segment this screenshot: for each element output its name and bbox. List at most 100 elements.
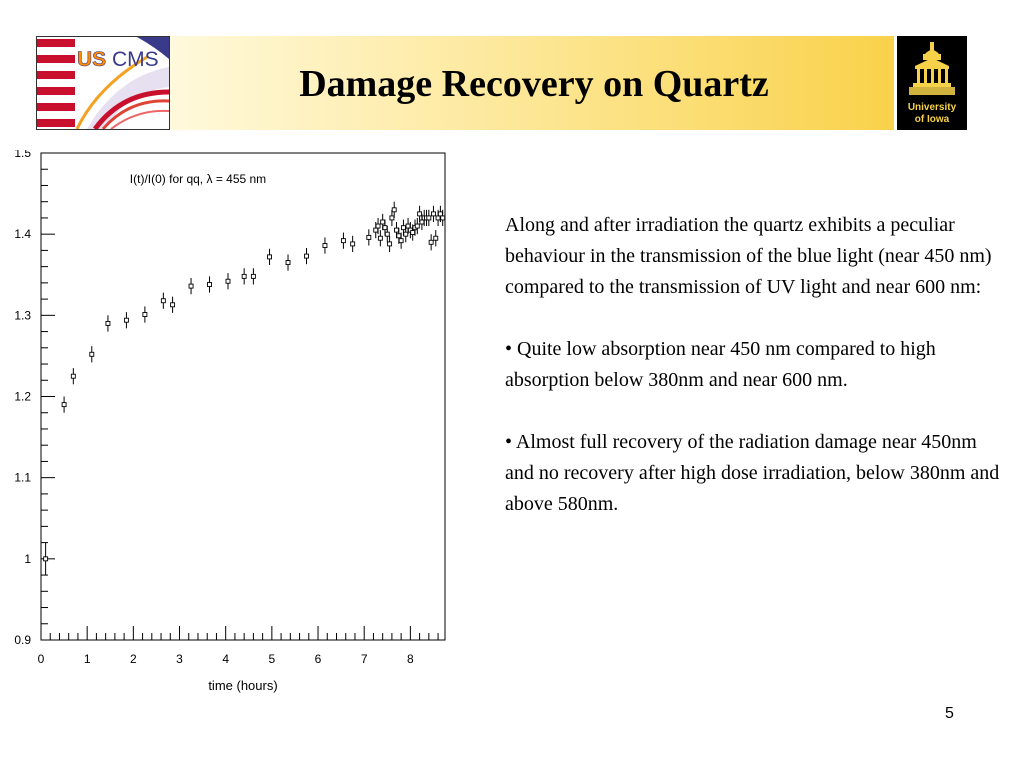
data-marker [435, 215, 441, 221]
data-point [304, 247, 309, 265]
data-point [207, 276, 212, 293]
y-tick-label: 1.3 [14, 308, 31, 322]
data-marker [207, 282, 212, 287]
data-marker [387, 241, 393, 247]
data-marker [419, 219, 425, 225]
data-marker [61, 402, 67, 408]
data-marker [188, 283, 194, 289]
data-point [250, 268, 256, 285]
data-marker [160, 298, 166, 304]
chart-svg: I(t)/I(0) for qq, λ = 455 nm time (hours… [14, 146, 446, 693]
data-marker [241, 273, 247, 279]
data-marker [43, 556, 49, 562]
data-point [89, 346, 95, 363]
data-point [391, 201, 397, 218]
data-point [267, 248, 272, 266]
data-marker [250, 273, 256, 279]
data-marker [142, 312, 148, 317]
data-point [123, 312, 129, 329]
uscms-logo-graphic: US CMS [37, 37, 169, 129]
y-tick-label: 0.9 [14, 633, 31, 647]
data-marker [70, 373, 76, 379]
x-tick-label: 7 [361, 652, 368, 666]
data-marker [426, 215, 432, 221]
data-point [170, 296, 176, 313]
bullet-recovery: • Almost full recovery of the radiation … [505, 431, 1000, 515]
data-marker [417, 211, 423, 217]
x-tick-label: 6 [315, 652, 322, 666]
data-marker [89, 351, 95, 357]
header-band [36, 36, 894, 130]
data-marker [403, 231, 409, 237]
data-marker [170, 302, 176, 308]
data-marker [350, 241, 356, 247]
university-of-iowa-logo: University of Iowa [897, 36, 967, 130]
bullet-absorption: • Quite low absorption near 450 nm compa… [505, 338, 936, 391]
data-marker [366, 234, 372, 240]
data-marker [428, 239, 434, 245]
data-point [160, 292, 166, 309]
x-tick-label: 1 [84, 652, 91, 666]
data-marker [389, 215, 395, 221]
x-tick-label: 3 [176, 652, 183, 666]
data-marker [384, 231, 390, 237]
data-point [61, 396, 67, 413]
old-capitol-icon: University of Iowa [897, 36, 967, 130]
svg-text:CMS: CMS [112, 48, 159, 71]
uscms-logo: US CMS [36, 36, 170, 130]
data-point [322, 237, 328, 254]
y-tick-label: 1 [24, 552, 31, 566]
data-point [398, 232, 404, 249]
data-marker [394, 227, 399, 233]
x-tick-label: 5 [269, 652, 276, 666]
svg-text:University: University [908, 102, 957, 113]
data-marker [414, 223, 420, 229]
data-marker [225, 278, 231, 284]
data-marker [105, 320, 111, 326]
data-marker [267, 254, 272, 260]
data-marker [433, 235, 439, 241]
data-point [440, 209, 446, 227]
data-point [43, 542, 49, 576]
data-point [285, 254, 291, 271]
x-tick-label: 2 [130, 652, 137, 666]
data-point [188, 277, 194, 295]
data-point [105, 315, 111, 332]
data-marker [398, 238, 404, 244]
data-marker [304, 253, 309, 259]
data-point [377, 230, 383, 247]
chart-title: I(t)/I(0) for qq, λ = 455 nm [130, 172, 266, 186]
data-marker [382, 225, 388, 231]
data-marker [123, 317, 129, 323]
x-tick-label: 0 [38, 652, 45, 666]
data-marker [377, 235, 383, 241]
x-tick-label: 8 [407, 652, 414, 666]
y-tick-label: 1.4 [14, 227, 31, 241]
body-text: Along and after irradiation the quartz e… [505, 210, 1000, 551]
y-tick-label: 1.1 [14, 471, 31, 485]
data-point [70, 368, 76, 385]
data-point [225, 273, 231, 290]
data-point [350, 235, 356, 253]
data-marker [440, 215, 446, 221]
svg-text:of Iowa: of Iowa [915, 114, 950, 125]
y-tick-label: 1.5 [14, 150, 31, 160]
data-marker [431, 211, 436, 217]
data-point [431, 205, 436, 222]
data-point [142, 306, 148, 323]
data-marker [391, 207, 397, 213]
data-marker [380, 219, 386, 225]
data-point [340, 232, 346, 249]
data-point [428, 234, 434, 251]
data-point [366, 229, 372, 246]
data-point [387, 235, 393, 253]
data-point [433, 230, 439, 247]
page-number: 5 [945, 705, 954, 722]
y-tick-label: 1.2 [14, 390, 31, 404]
data-marker [285, 260, 291, 266]
x-tick-label: 4 [222, 652, 229, 666]
slide-title: Damage Recovery on Quartz [299, 63, 769, 105]
data-marker [437, 211, 443, 217]
data-point [241, 268, 247, 285]
paragraph-intro: Along and after irradiation the quartz e… [505, 214, 992, 298]
